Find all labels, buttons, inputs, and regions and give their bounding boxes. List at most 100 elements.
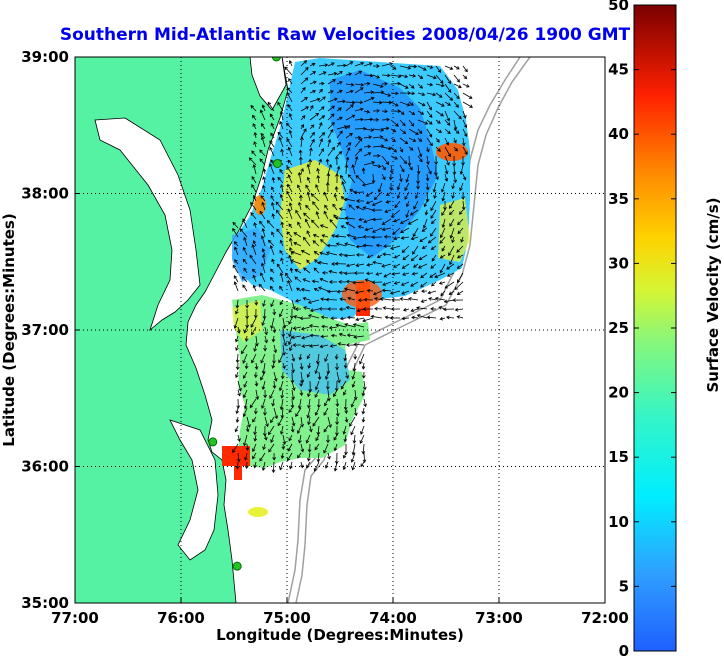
velocity-arrow xyxy=(408,91,416,96)
velocity-arrow xyxy=(300,115,306,121)
velocity-arrow xyxy=(313,267,320,274)
velocity-arrow xyxy=(456,254,464,259)
velocity-arrow xyxy=(306,259,311,265)
velocity-arrow xyxy=(444,281,455,289)
velocity-arrow xyxy=(457,227,464,235)
velocity-arrow xyxy=(410,254,419,262)
velocity-arrow xyxy=(362,317,374,323)
velocity-arrow xyxy=(353,190,365,195)
velocity-arrow xyxy=(321,324,329,329)
velocity-arrow xyxy=(340,380,347,390)
velocity-arrow xyxy=(327,163,332,175)
velocity-arrow xyxy=(430,263,437,269)
velocity-arrow xyxy=(276,228,284,238)
velocity-arrow xyxy=(327,452,331,460)
velocity-arrow xyxy=(309,124,315,130)
velocity-arrow xyxy=(359,434,365,444)
velocity-arrow xyxy=(327,62,335,67)
velocity-arrow xyxy=(269,140,275,148)
velocity-arrow xyxy=(279,461,284,471)
velocity-arrow xyxy=(292,343,302,347)
velocity-arrow xyxy=(250,317,257,328)
velocity-arrow xyxy=(339,316,347,321)
velocity-arrow xyxy=(288,129,293,139)
velocity-arrow xyxy=(318,63,329,68)
velocity-arrow xyxy=(232,221,239,229)
velocity-arrow xyxy=(302,296,311,301)
velocity-arrow xyxy=(234,335,239,343)
velocity-arrow xyxy=(253,141,257,148)
velocity-arrow xyxy=(345,100,356,105)
velocity-arrow xyxy=(345,82,355,87)
x-tick-label: 74:00 xyxy=(369,609,417,627)
x-tick-label: 73:00 xyxy=(475,609,523,627)
velocity-arrow xyxy=(309,344,320,348)
velocity-arrow xyxy=(399,101,411,107)
velocity-arrow xyxy=(319,251,329,256)
velocity-arrow xyxy=(309,89,317,94)
velocity-arrow xyxy=(287,159,293,166)
velocity-arrow xyxy=(419,236,428,243)
velocity-arrow xyxy=(363,62,373,67)
velocity-arrow xyxy=(336,116,343,121)
velocity-arrow xyxy=(441,209,446,216)
isolated-patch xyxy=(248,507,268,517)
velocity-arrow xyxy=(242,258,248,265)
velocity-arrow xyxy=(327,105,336,112)
colorbar-tick-label: 15 xyxy=(608,448,629,466)
velocity-arrow xyxy=(412,245,419,255)
x-axis-ticks: 77:00 76:00 75:00 74:00 73:00 72:00 xyxy=(51,598,629,627)
velocity-arrow xyxy=(381,173,386,181)
velocity-arrow xyxy=(393,281,401,285)
velocity-arrow xyxy=(245,299,249,309)
velocity-arrow xyxy=(361,416,366,423)
velocity-arrow xyxy=(381,109,388,114)
velocity-arrow xyxy=(354,82,365,87)
velocity-arrow xyxy=(428,297,437,301)
velocity-arrow xyxy=(326,362,331,375)
velocity-arrow xyxy=(353,271,365,275)
velocity-arrow xyxy=(435,101,445,107)
velocity-arrow xyxy=(316,167,320,175)
velocity-arrow xyxy=(372,128,385,132)
velocity-arrow xyxy=(336,151,343,157)
velocity-arrow xyxy=(326,435,330,444)
velocity-arrow xyxy=(326,243,338,248)
velocity-arrow xyxy=(423,200,428,208)
velocity-arrow xyxy=(342,425,347,435)
velocity-arrow xyxy=(314,443,320,451)
velocity-arrow xyxy=(461,137,466,147)
velocity-arrow xyxy=(373,191,383,201)
velocity-arrow xyxy=(363,73,374,78)
velocity-arrow xyxy=(318,148,324,157)
velocity-arrow xyxy=(299,316,311,321)
velocity-arrow xyxy=(327,90,334,94)
velocity-arrow xyxy=(344,216,356,221)
velocity-arrow xyxy=(318,138,324,148)
velocity-arrow xyxy=(294,276,302,283)
colorbar-tick-label: 25 xyxy=(608,319,629,337)
velocity-arrow xyxy=(400,281,410,286)
y-tick-label: 35:00 xyxy=(21,594,69,612)
velocity-arrow xyxy=(327,122,335,130)
velocity-arrow xyxy=(288,407,293,413)
velocity-arrow xyxy=(259,158,266,166)
velocity-arrow xyxy=(276,263,284,274)
velocity-arrow xyxy=(417,119,429,125)
velocity-arrow xyxy=(353,342,365,347)
velocity-arrow xyxy=(354,135,362,140)
velocity-arrow xyxy=(242,284,248,292)
velocity-arrow xyxy=(336,89,343,94)
velocity-arrow xyxy=(354,290,365,295)
velocity-arrow xyxy=(261,380,266,391)
velocity-arrow xyxy=(235,353,240,364)
velocity-arrow xyxy=(355,317,365,322)
velocity-arrow xyxy=(303,267,311,274)
velocity-arrow xyxy=(345,146,351,157)
velocity-arrow xyxy=(359,353,365,365)
velocity-arrow xyxy=(381,117,390,122)
velocity-arrow xyxy=(235,371,239,379)
velocity-arrow xyxy=(334,186,339,193)
velocity-arrow xyxy=(453,65,460,70)
velocity-arrow xyxy=(389,164,394,174)
